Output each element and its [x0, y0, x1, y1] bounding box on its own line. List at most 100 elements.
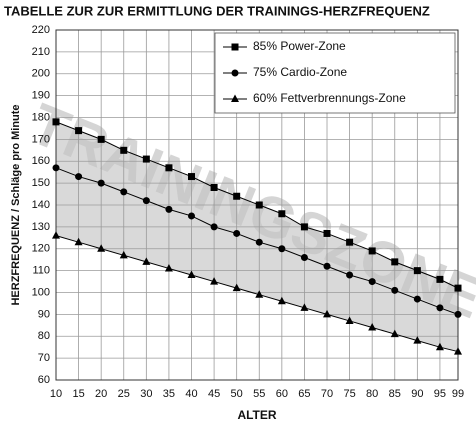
x-tick-label: 35 [163, 388, 175, 400]
data-point [368, 323, 377, 331]
zone-band [56, 121, 458, 352]
y-tick-label: 80 [38, 330, 50, 342]
data-point [97, 135, 105, 143]
data-point [278, 245, 286, 253]
x-tick-label: 30 [140, 388, 152, 400]
legend-marker [231, 43, 239, 51]
legend-label: 75% Cardio-Zone [253, 65, 347, 79]
x-tick-label: 90 [411, 388, 423, 400]
data-point [74, 237, 83, 246]
data-point [233, 192, 241, 200]
data-point [368, 278, 376, 286]
data-point [300, 303, 309, 311]
y-tick-label: 220 [32, 24, 50, 36]
data-point [390, 329, 399, 338]
legend-box [214, 32, 456, 114]
y-tick-label: 150 [32, 177, 50, 189]
x-tick-label: 45 [208, 388, 220, 400]
y-tick-label: 110 [32, 265, 50, 277]
x-tick-label: 85 [389, 388, 401, 400]
y-tick-label: 90 [38, 308, 50, 320]
data-point [52, 164, 60, 172]
y-tick-label: 210 [32, 46, 50, 58]
data-point [188, 173, 196, 181]
data-point [232, 283, 241, 292]
data-point [255, 238, 263, 246]
legend-label: 60% Fettverbrennungs-Zone [253, 91, 406, 105]
data-point [97, 244, 106, 252]
data-point [52, 231, 60, 239]
x-tick-label: 95 [434, 388, 446, 400]
data-point [210, 223, 218, 231]
data-point [119, 250, 128, 259]
data-point [142, 197, 150, 205]
data-point [52, 118, 60, 126]
data-point [120, 146, 128, 154]
data-point [391, 258, 399, 266]
data-point [454, 310, 462, 318]
chart-title: TABELLE ZUR ZUR ERMITTLUNG DER TRAININGS… [4, 3, 430, 18]
data-point [413, 267, 421, 275]
y-tick-label: 190 [32, 90, 50, 102]
y-axis-label: HERZFREQUENZ / Schläge pro Minute [10, 104, 22, 305]
y-tick-label: 200 [32, 68, 50, 80]
data-point [97, 179, 105, 187]
data-point [233, 229, 241, 237]
x-tick-label: 75 [343, 388, 355, 400]
data-point [277, 296, 286, 305]
y-tick-label: 70 [38, 352, 50, 364]
data-point [436, 304, 444, 312]
data-point [142, 155, 150, 163]
y-tick-label: 120 [32, 243, 50, 255]
data-point [436, 275, 444, 283]
data-point [323, 309, 332, 318]
legend-label: 85% Power-Zone [253, 39, 346, 53]
x-axis-label: ALTER [237, 408, 276, 422]
y-tick-label: 60 [38, 374, 50, 386]
y-tick-label: 170 [32, 133, 50, 145]
x-tick-label: 20 [95, 388, 107, 400]
x-tick-label: 25 [118, 388, 130, 400]
data-point [255, 201, 263, 209]
data-point [165, 205, 173, 213]
data-point [75, 173, 83, 181]
x-tick-label: 99 [452, 388, 464, 400]
data-point [323, 229, 331, 237]
data-point [454, 284, 462, 292]
y-tick-label: 130 [32, 221, 50, 233]
data-point [435, 342, 444, 351]
data-point [188, 212, 196, 220]
data-point [368, 247, 376, 255]
data-point [210, 277, 219, 285]
legend-marker [231, 69, 239, 77]
data-point [323, 262, 331, 270]
data-point [413, 336, 422, 344]
x-tick-label: 80 [366, 388, 378, 400]
data-point [391, 286, 399, 294]
y-tick-label: 160 [32, 155, 50, 167]
data-point [346, 271, 354, 279]
x-tick-label: 15 [72, 388, 84, 400]
x-tick-label: 40 [185, 388, 197, 400]
data-point [300, 254, 308, 261]
x-tick-label: 55 [253, 388, 265, 400]
legend-marker [231, 94, 239, 102]
data-point [142, 257, 151, 265]
data-point [120, 188, 128, 196]
x-tick-label: 50 [231, 388, 243, 400]
data-point [255, 290, 264, 298]
data-point [300, 223, 308, 231]
x-tick-label: 70 [321, 388, 333, 400]
plot-border [55, 29, 459, 381]
x-tick-label: 60 [276, 388, 288, 400]
data-point [210, 184, 218, 191]
x-tick-label: 10 [50, 388, 62, 400]
data-point [165, 164, 173, 172]
data-point [278, 210, 286, 218]
data-point [454, 347, 462, 355]
data-point [413, 295, 421, 303]
data-point [164, 263, 173, 272]
y-tick-label: 180 [32, 111, 50, 123]
y-tick-label: 140 [32, 199, 50, 211]
